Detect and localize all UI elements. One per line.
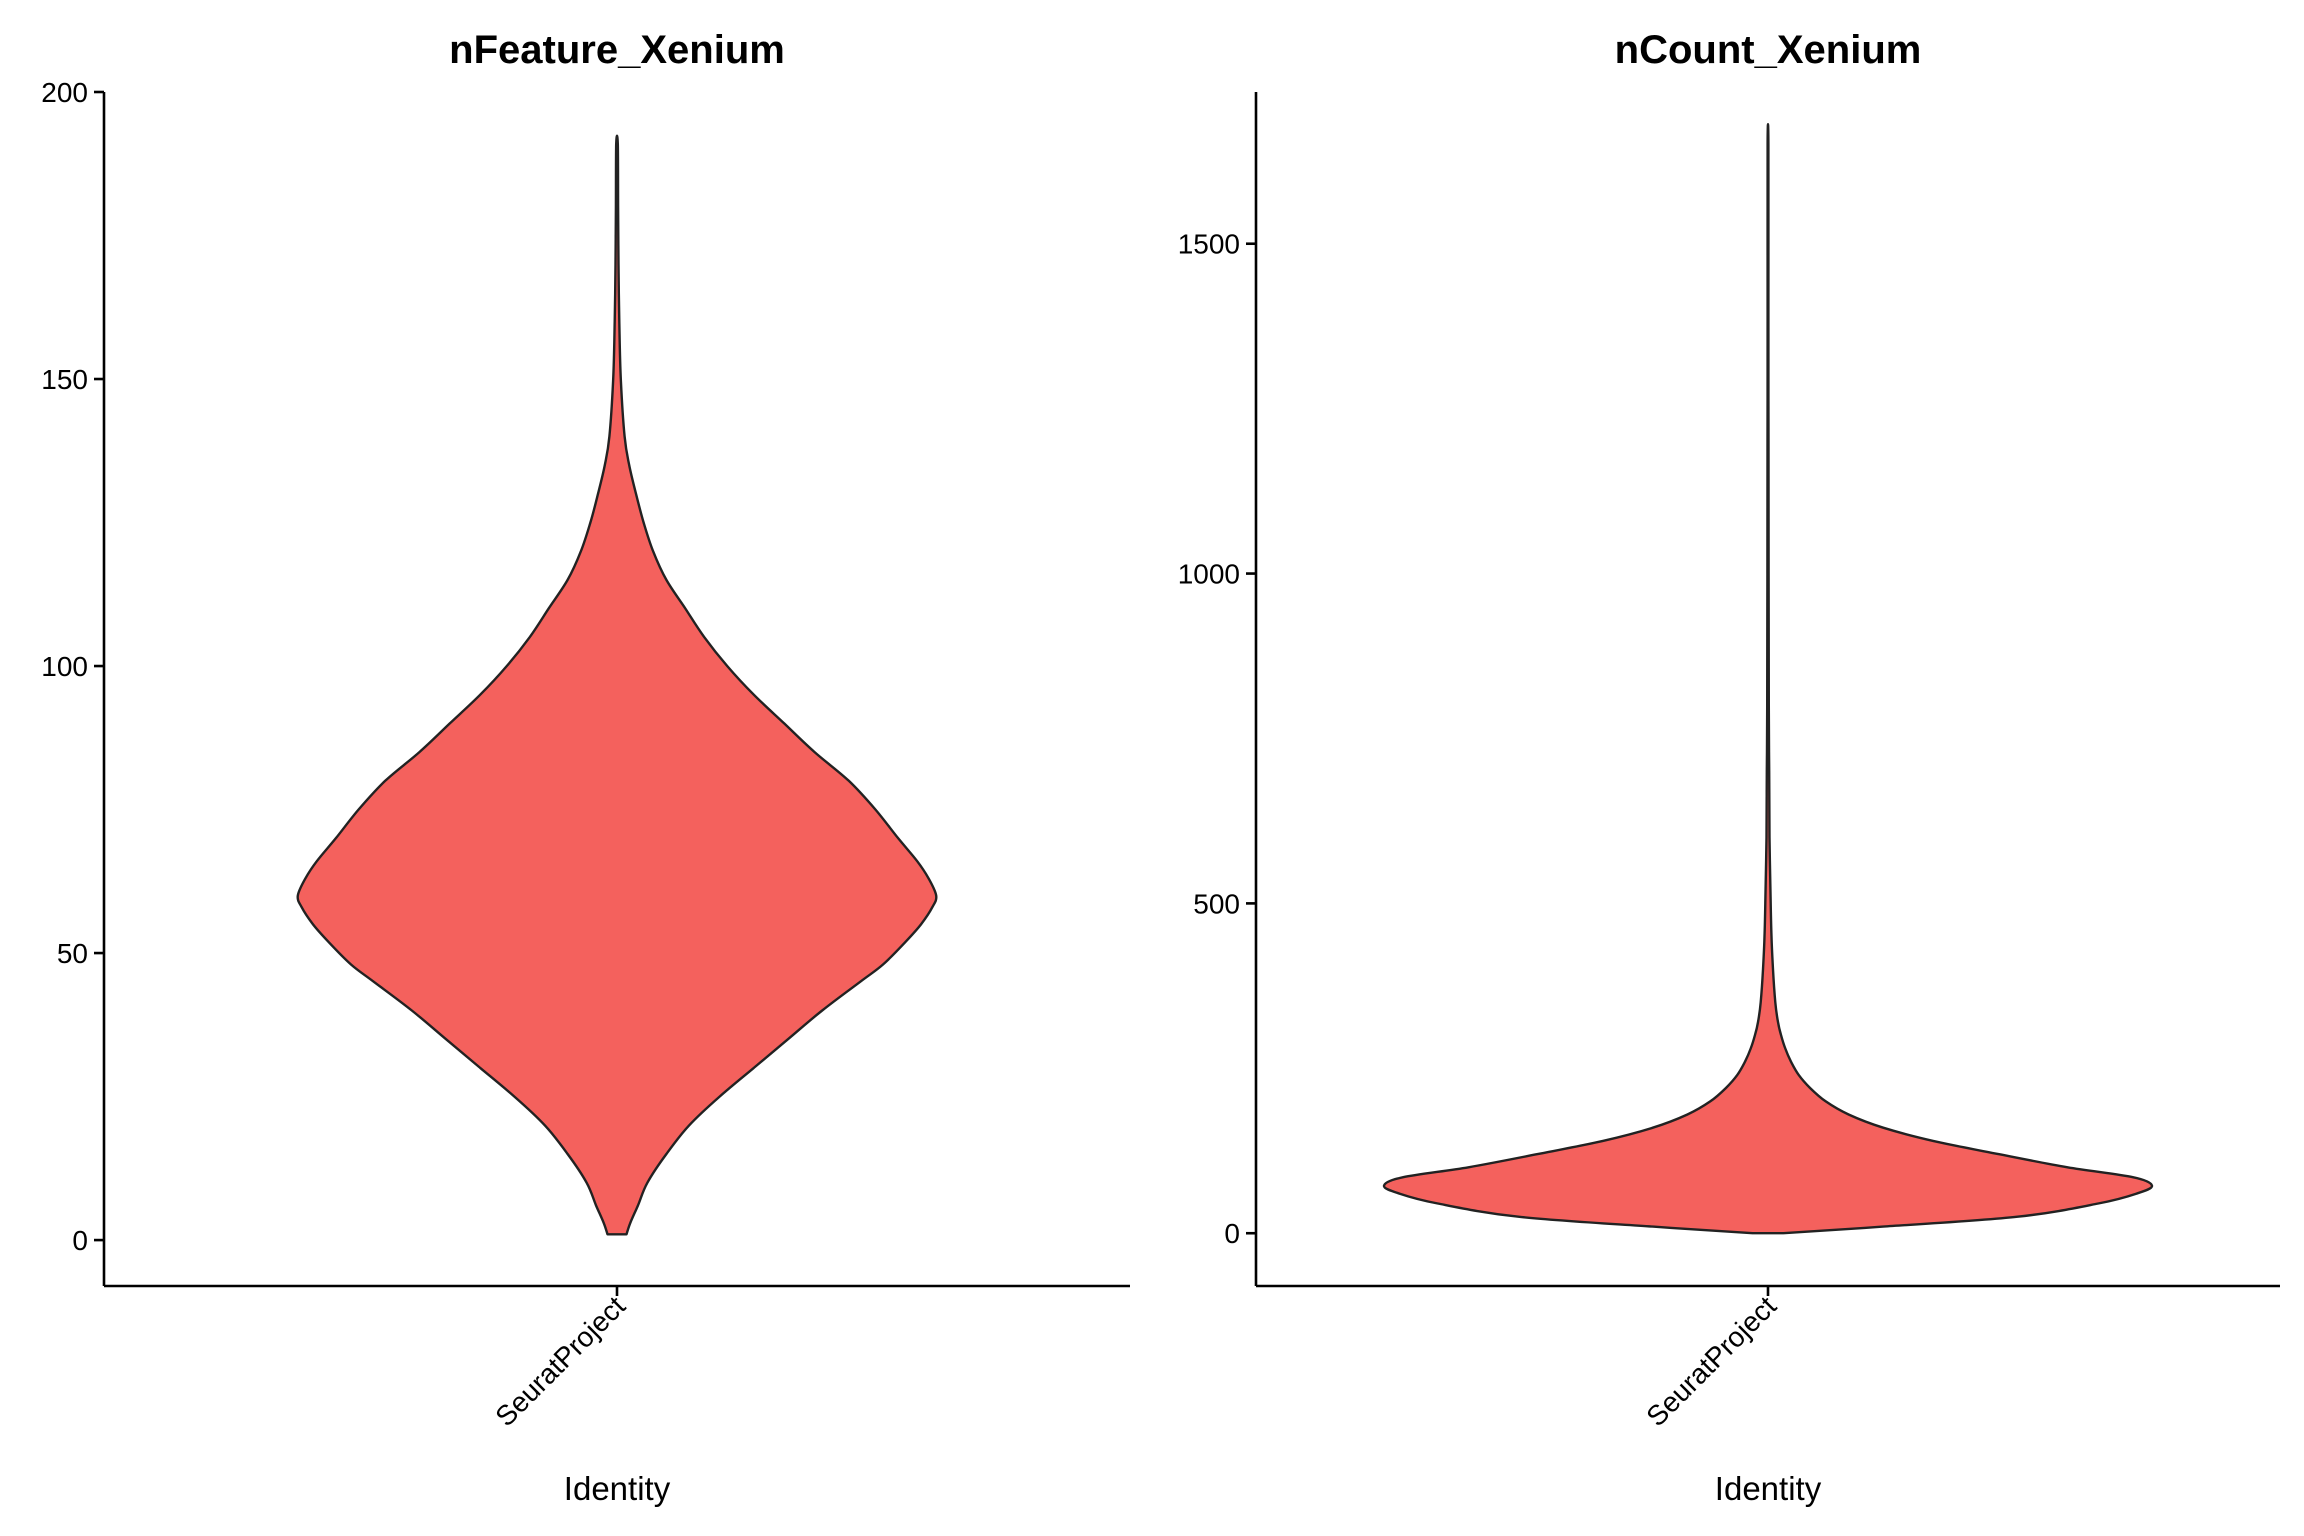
- y-tick-label: 1500: [1178, 229, 1240, 260]
- panels: nFeature_Xenium 0 50 100 150 200 SeuratProject…: [41, 28, 2280, 1507]
- x-axis-title: Identity: [1715, 1470, 1822, 1507]
- y-tick-label: 150: [41, 364, 88, 395]
- panel-title: nCount_Xenium: [1615, 28, 1922, 72]
- violin-SeuratProject: [1382, 122, 2154, 1235]
- panel-title: nFeature_Xenium: [449, 28, 785, 72]
- x-tick-label: SeuratProject: [1640, 1290, 1782, 1432]
- violin-panel-1: nFeature_Xenium 0 50 100 150 200 SeuratProject…: [41, 28, 1130, 1507]
- violin-panel-2: nCount_Xenium 0 500 1000 1500 SeuratProject Id…: [1178, 28, 2280, 1507]
- y-tick-label: 1000: [1178, 559, 1240, 590]
- y-tick-label: 200: [41, 77, 88, 108]
- violin-SeuratProject: [296, 134, 938, 1236]
- x-axis-title: Identity: [564, 1470, 671, 1507]
- y-tick-label: 500: [1193, 888, 1240, 919]
- y-tick-label: 0: [1224, 1218, 1240, 1249]
- y-tick-label: 0: [72, 1225, 88, 1256]
- y-tick-label: 100: [41, 651, 88, 682]
- y-tick-label: 50: [57, 938, 88, 969]
- x-tick-label: SeuratProject: [489, 1290, 631, 1432]
